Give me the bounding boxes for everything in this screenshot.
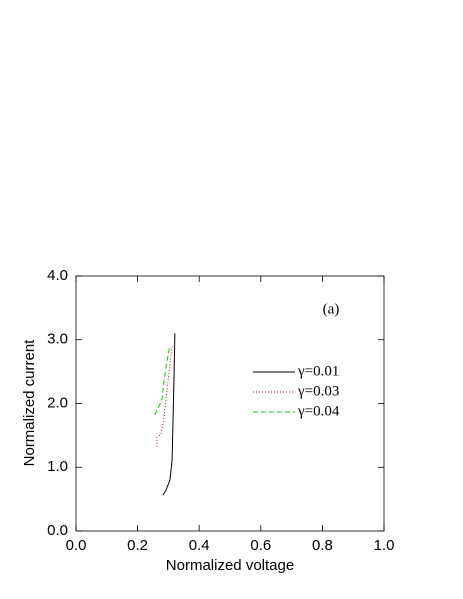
y-tick-label: 2.0 [47,394,68,411]
x-tick-label: 0.4 [189,537,210,554]
x-tick-label: 0.2 [127,537,148,554]
series-line [156,344,173,447]
x-tick-label: 0.8 [312,537,333,554]
x-tick-label: 1.0 [374,537,395,554]
legend-label: γ=0.01 [297,363,339,379]
legend-label: γ=0.04 [297,403,340,419]
y-tick-label: 1.0 [47,458,68,475]
x-axis-label: Normalized voltage [166,557,294,574]
series-line [162,333,176,496]
y-axis-label: Normalized current [21,339,38,467]
x-tick-label: 0.6 [250,537,271,554]
legend-label: γ=0.03 [297,383,339,399]
series-line [154,344,171,416]
y-tick-label: 0.0 [47,522,68,539]
y-tick-label: 4.0 [47,267,68,284]
y-tick-label: 3.0 [47,331,68,348]
x-tick-label: 0.0 [66,537,87,554]
annotation: (a) [323,301,340,317]
